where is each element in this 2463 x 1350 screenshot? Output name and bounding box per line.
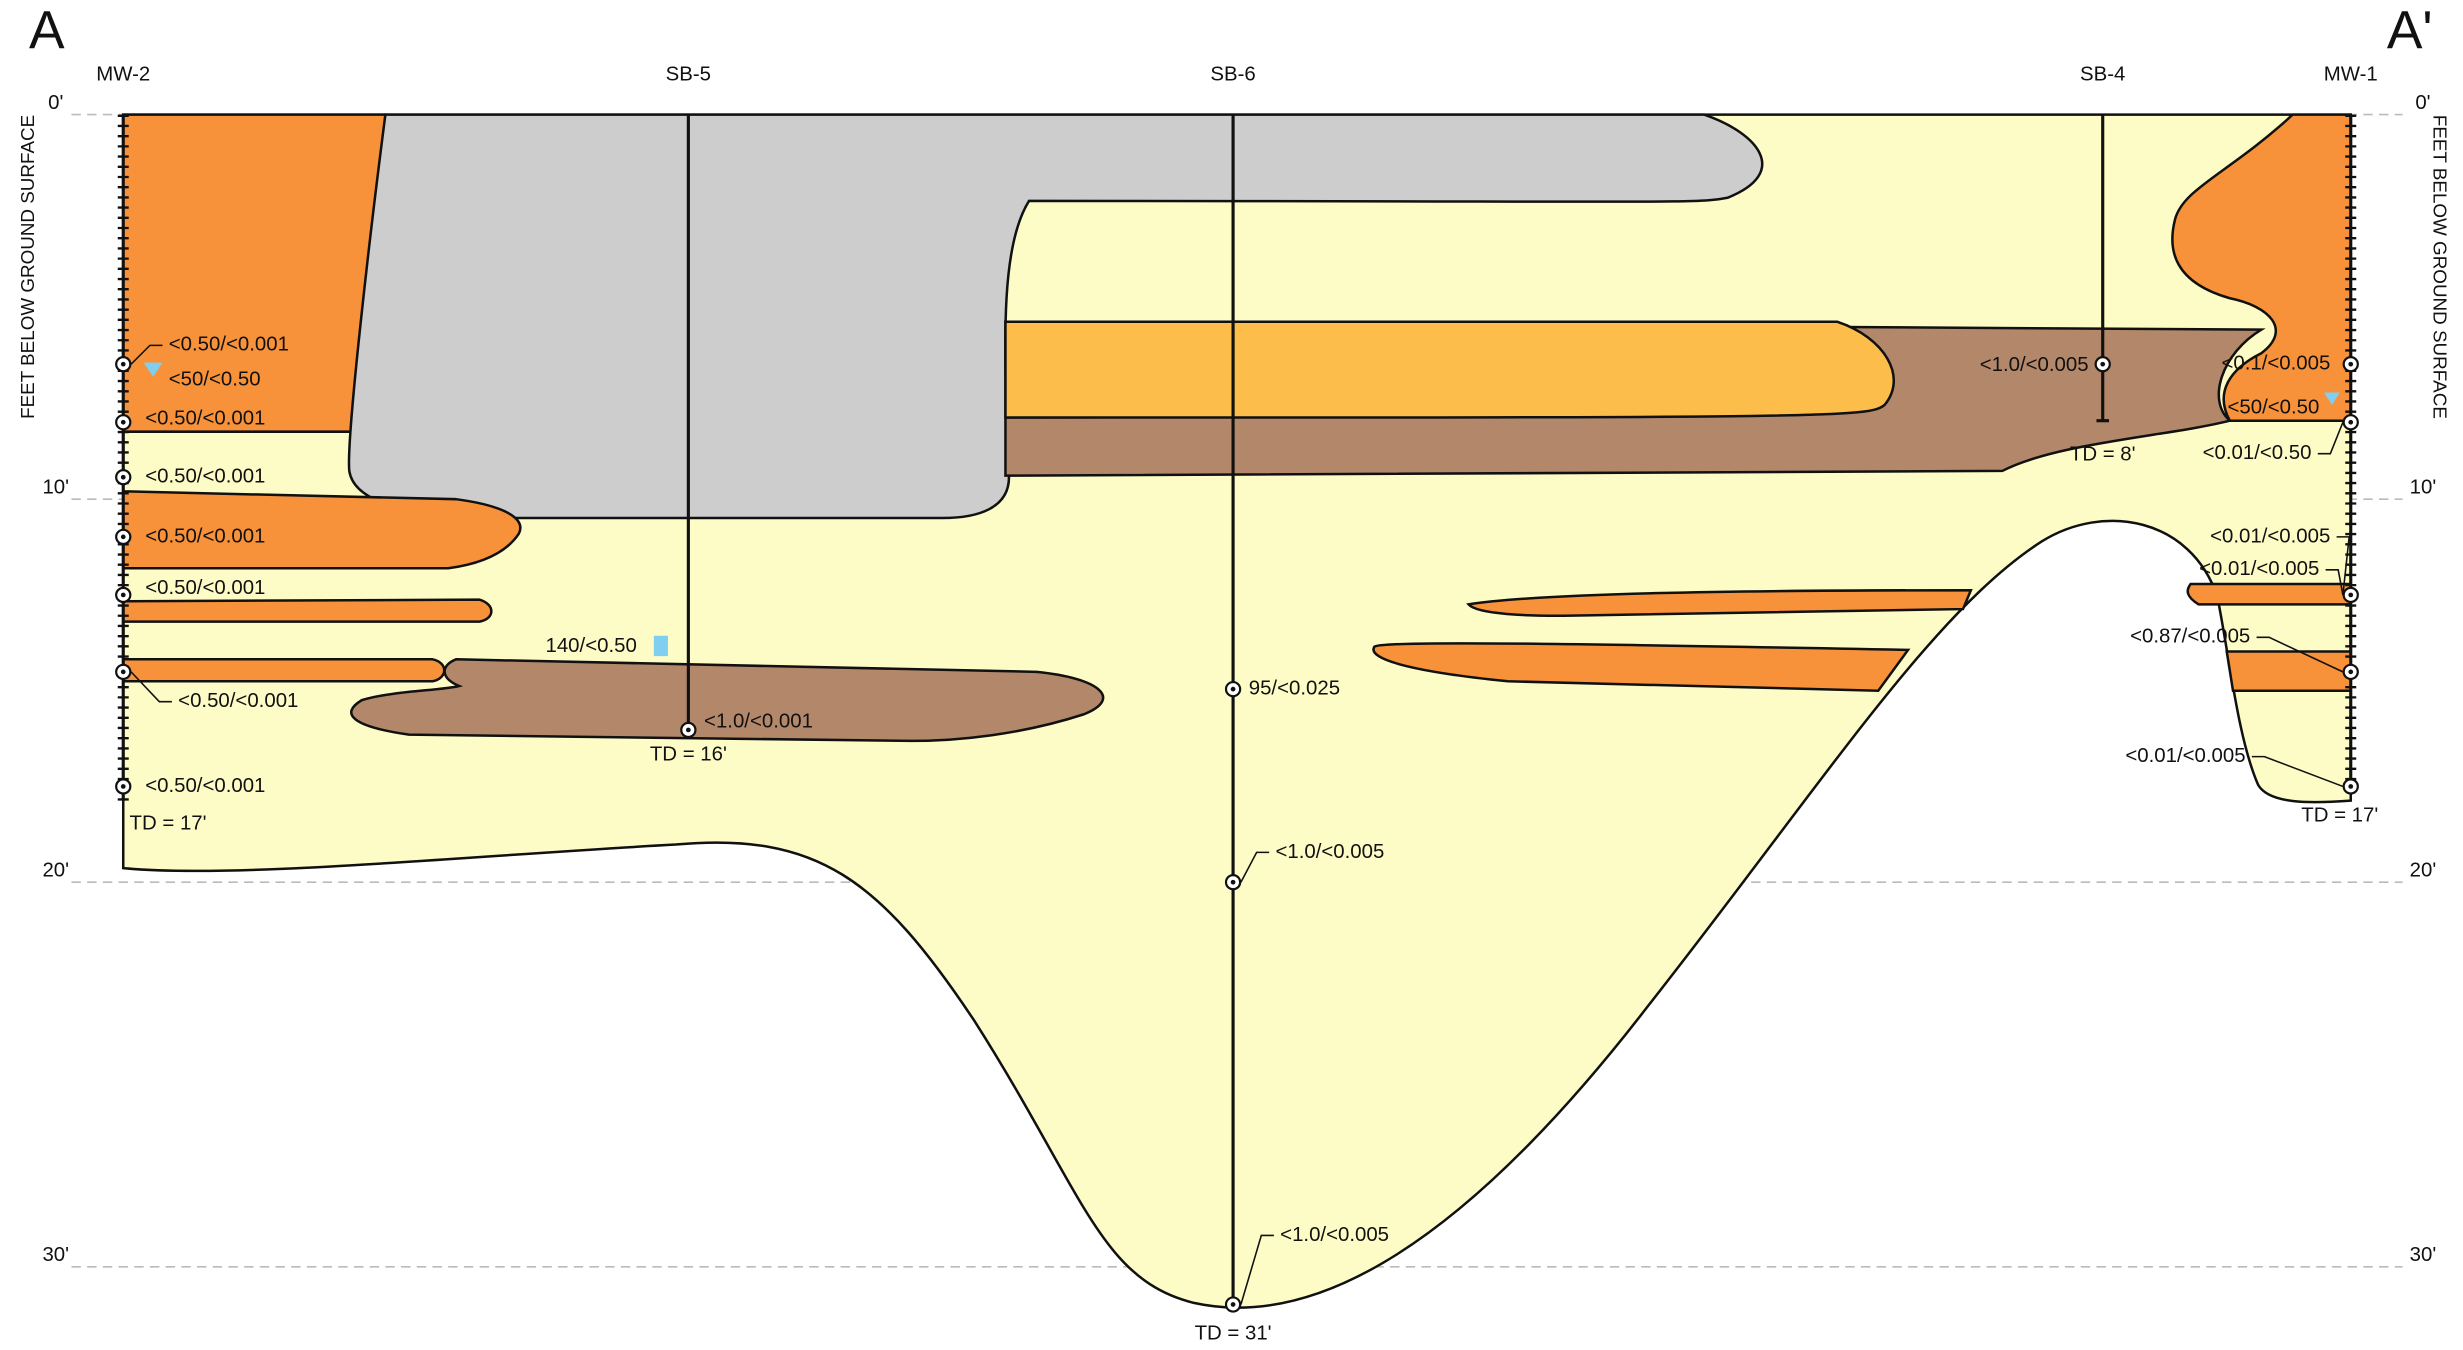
sample-dot: [1231, 1302, 1236, 1307]
sample-dot: [686, 728, 691, 733]
sample-result: <0.50/<0.001: [169, 334, 289, 356]
sample-result: <0.50/<0.001: [145, 408, 265, 430]
well-name: MW-2: [96, 64, 150, 86]
depth-label: 30': [42, 1244, 69, 1266]
sample-result: <0.87/<0.005: [2130, 626, 2250, 648]
depth-label: 0': [48, 92, 63, 114]
well-name: SB-6: [1210, 64, 1255, 86]
depth-label: 20': [42, 860, 69, 882]
sample-dot: [121, 475, 126, 480]
sample-result: <50/<0.50: [2227, 397, 2319, 419]
sample-dot: [2348, 784, 2353, 789]
total-depth: TD = 17': [2301, 805, 2378, 827]
sample-dot: [2348, 670, 2353, 675]
sample-result: <1.0/<0.005: [1980, 354, 2089, 376]
section-end: A': [2387, 2, 2433, 61]
sample-dot: [121, 784, 126, 789]
sample-dot: [1231, 687, 1236, 692]
sample-dot: [121, 670, 126, 675]
sample-dot: [121, 420, 126, 425]
well-name: MW-1: [2324, 64, 2378, 86]
depth-label: 0': [2415, 92, 2430, 114]
sample-result: <0.50/<0.001: [145, 775, 265, 797]
sample-dot: [1231, 880, 1236, 885]
sample-result: <0.01/<0.005: [2210, 525, 2330, 547]
yellow-sand: [1005, 322, 1893, 418]
orange-lens: [123, 659, 444, 681]
sample-result: <0.01/<0.005: [2125, 745, 2245, 767]
sample-result: <0.50/<0.001: [145, 466, 265, 488]
sample-dot: [2100, 362, 2105, 367]
sample-result: <1.0/<0.005: [1280, 1224, 1389, 1246]
sample-result: <0.50/<0.001: [145, 525, 265, 547]
axis-label: FEET BELOW GROUND SURFACE: [2430, 115, 2451, 419]
total-depth: TD = 31': [1195, 1323, 1272, 1345]
sample-dot: [2348, 362, 2353, 367]
depth-label: 10': [42, 477, 69, 499]
sample-result: <0.50/<0.001: [178, 690, 298, 712]
sample-result: 140/<0.50: [546, 635, 637, 657]
depth-label: 30': [2410, 1244, 2437, 1266]
sample-result: <0.50/<0.001: [145, 577, 265, 599]
well-name: SB-5: [666, 64, 711, 86]
sample-result: <0.01/<0.50: [2203, 442, 2312, 464]
sample-dot: [2348, 593, 2353, 598]
sample-result: <1.0/<0.005: [1275, 841, 1384, 863]
total-depth: TD = 8': [2070, 444, 2136, 466]
depth-label: 20': [2410, 860, 2437, 882]
groundwater-sample: [654, 636, 668, 656]
sample-dot: [121, 535, 126, 540]
sample-result: <0.01/<0.005: [2199, 558, 2319, 580]
section-start: A: [29, 2, 65, 61]
axis-label: FEET BELOW GROUND SURFACE: [17, 115, 38, 419]
well-name: SB-4: [2080, 64, 2125, 86]
sample-dot: [121, 362, 126, 367]
sample-result: <0.1/<0.005: [2221, 353, 2330, 375]
sample-result: <50/<0.50: [169, 368, 261, 390]
orange-lens: [2227, 651, 2351, 690]
total-depth: TD = 16': [650, 743, 727, 765]
orange-lens: [123, 600, 491, 622]
strata: [123, 115, 2351, 1308]
depth-label: 10': [2410, 477, 2437, 499]
sample-dot: [2348, 420, 2353, 425]
sample-dot: [121, 593, 126, 598]
cross-section: A A' MW-2 TD = 17' <0.50/<0.001 <50/<0.50 <0…: [0, 0, 2463, 1350]
sample-result: <1.0/<0.001: [704, 710, 813, 732]
sample-result: 95/<0.025: [1249, 678, 1340, 700]
total-depth: TD = 17': [130, 813, 207, 835]
page: A A' MW-2 TD = 17' <0.50/<0.001 <50/<0.50 <0…: [0, 0, 2463, 1350]
orange-lens: [2188, 584, 2351, 604]
